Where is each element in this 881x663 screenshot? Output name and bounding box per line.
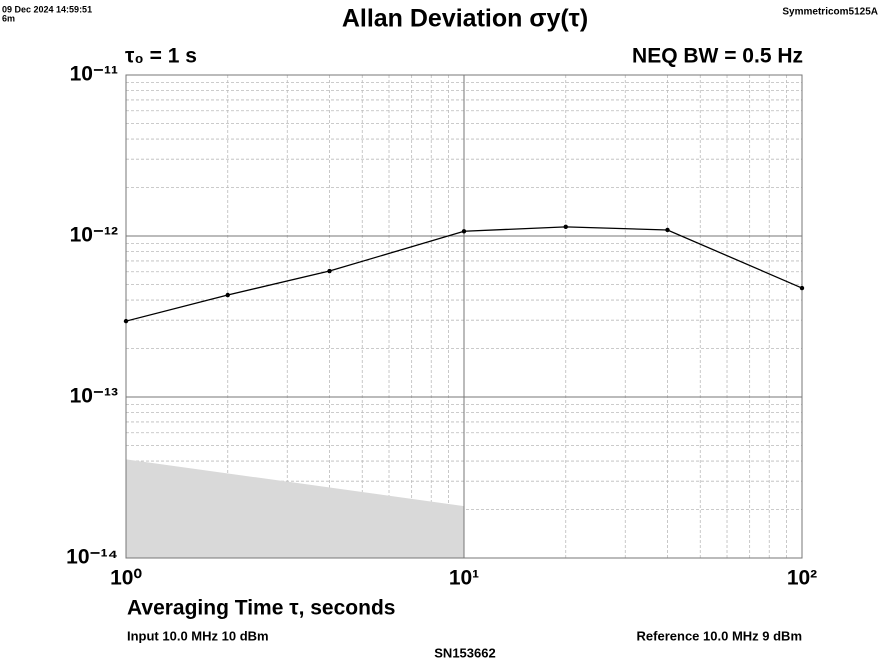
noise-floor-area: [126, 459, 464, 558]
data-point: [461, 229, 467, 234]
data-point: [327, 268, 332, 274]
duration: 6m: [2, 13, 15, 23]
x-axis-label: Averaging Time τ, seconds: [127, 597, 395, 620]
plot-frame: [125, 74, 803, 559]
x-tick-label: 10⁰: [110, 567, 142, 590]
data-point: [665, 227, 670, 233]
data-point: [123, 318, 129, 324]
x-tick-label: 10¹: [449, 567, 479, 590]
x-tick-label: 10²: [787, 567, 817, 590]
y-tick-label: 10⁻¹³: [70, 385, 118, 408]
data-point: [799, 285, 805, 291]
tau0: τ₀ = 1 s: [125, 45, 197, 68]
input-info: Input 10.0 MHz 10 dBm: [127, 628, 269, 643]
timestamp: 09 Dec 2024 14:59:51: [2, 4, 92, 14]
instrument: Symmetricom5125A: [782, 7, 878, 18]
y-tick-label: 10⁻¹⁴: [66, 546, 118, 569]
serial: SN153662: [434, 645, 495, 660]
data-point: [563, 224, 568, 230]
reference-info: Reference 10.0 MHz 9 dBm: [637, 628, 802, 643]
data-point: [225, 292, 230, 298]
y-tick-label: 10⁻¹¹: [70, 63, 118, 86]
y-tick-label: 10⁻¹²: [70, 224, 118, 247]
bandwidth: NEQ BW = 0.5 Hz: [632, 45, 803, 68]
chart-title: Allan Deviation σy(τ): [342, 5, 588, 33]
